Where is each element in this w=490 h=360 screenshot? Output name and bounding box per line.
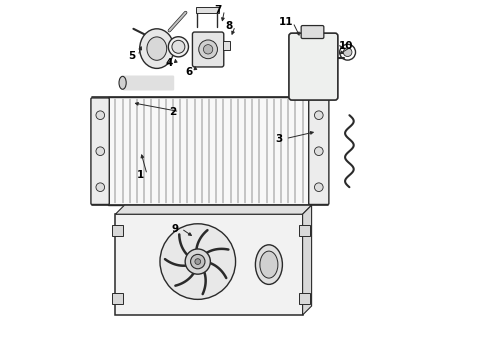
Bar [112, 225, 122, 236]
Text: 10: 10 [339, 41, 353, 51]
Circle shape [203, 45, 213, 54]
Text: 6: 6 [186, 67, 193, 77]
Text: 5: 5 [128, 51, 135, 61]
Circle shape [96, 111, 104, 120]
Polygon shape [116, 205, 312, 214]
Bar [299, 293, 310, 304]
Text: 9: 9 [171, 224, 178, 234]
Ellipse shape [147, 37, 167, 60]
Bar [222, 41, 230, 50]
Text: 1: 1 [137, 170, 144, 180]
Circle shape [172, 40, 185, 53]
FancyBboxPatch shape [91, 98, 109, 204]
FancyBboxPatch shape [289, 33, 338, 100]
Circle shape [191, 255, 205, 269]
Ellipse shape [255, 245, 282, 284]
Circle shape [169, 37, 189, 57]
Circle shape [195, 259, 200, 265]
Ellipse shape [140, 29, 174, 68]
Circle shape [315, 147, 323, 156]
FancyBboxPatch shape [301, 26, 324, 39]
Bar [116, 214, 303, 315]
Circle shape [160, 224, 236, 300]
Bar [112, 293, 122, 304]
Text: 2: 2 [170, 107, 176, 117]
Text: 8: 8 [225, 21, 232, 31]
Text: 3: 3 [275, 134, 283, 144]
Circle shape [315, 111, 323, 120]
Circle shape [199, 40, 218, 59]
Circle shape [185, 249, 210, 274]
Bar [108, 97, 310, 205]
Text: 4: 4 [166, 58, 173, 68]
Circle shape [96, 147, 104, 156]
Circle shape [343, 48, 352, 57]
Text: 7: 7 [214, 5, 221, 15]
Bar [299, 225, 310, 236]
Bar [196, 7, 219, 13]
Polygon shape [303, 205, 312, 315]
Text: 11: 11 [279, 17, 294, 27]
Circle shape [96, 183, 104, 192]
FancyBboxPatch shape [193, 32, 224, 67]
Circle shape [315, 183, 323, 192]
Ellipse shape [260, 251, 278, 278]
FancyBboxPatch shape [309, 98, 329, 204]
Ellipse shape [119, 76, 126, 89]
